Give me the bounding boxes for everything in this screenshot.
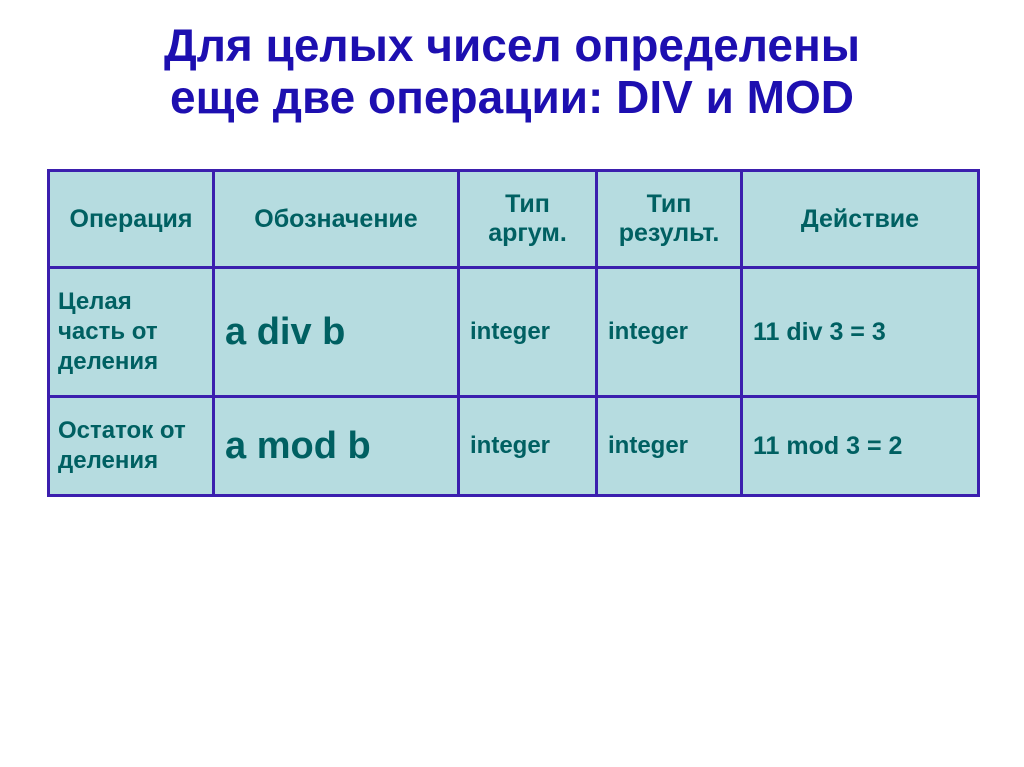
col-operation: Операция <box>49 171 214 268</box>
title-line-1: Для целых чисел определены <box>164 19 860 71</box>
col-action: Действие <box>742 171 979 268</box>
slide-page: Для целых чисел определены еще две опера… <box>0 0 1024 767</box>
col-notation: Обозначение <box>214 171 459 268</box>
cell-operation-desc: Целая часть от деления <box>49 268 214 397</box>
table-row: Целая часть от деления a div b integer i… <box>49 268 979 397</box>
cell-action: 11 div 3 = 3 <box>742 268 979 397</box>
cell-result-type: integer <box>597 268 742 397</box>
cell-result-type: integer <box>597 397 742 496</box>
cell-action: 11 mod 3 = 2 <box>742 397 979 496</box>
operations-table-container: Операция Обозначение Тип аргум. Тип резу… <box>47 169 977 497</box>
cell-arg-type: integer <box>459 268 597 397</box>
page-title: Для целых чисел определены еще две опера… <box>28 20 996 123</box>
table-header-row: Операция Обозначение Тип аргум. Тип резу… <box>49 171 979 268</box>
col-arg-type: Тип аргум. <box>459 171 597 268</box>
cell-notation: a div b <box>214 268 459 397</box>
cell-operation-desc: Остаток от деления <box>49 397 214 496</box>
title-line-2: еще две операции: DIV и MOD <box>170 71 854 123</box>
col-result-type: Тип результ. <box>597 171 742 268</box>
cell-arg-type: integer <box>459 397 597 496</box>
operations-table: Операция Обозначение Тип аргум. Тип резу… <box>47 169 980 497</box>
table-row: Остаток от деления a mod b integer integ… <box>49 397 979 496</box>
cell-notation: a mod b <box>214 397 459 496</box>
